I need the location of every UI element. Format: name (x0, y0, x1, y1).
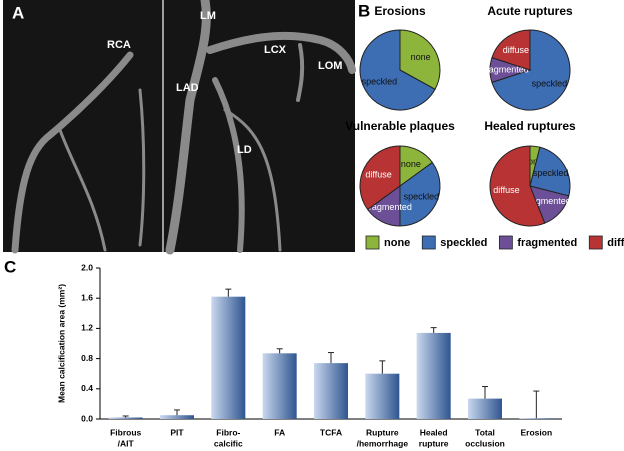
x-tick-label: calcific (214, 438, 243, 448)
vessel-label: LCX (264, 44, 287, 56)
x-tick-label: FA (274, 427, 285, 437)
pie-slice (399, 161, 441, 227)
x-tick-label: Healed (420, 427, 448, 437)
pie-slice (491, 29, 531, 71)
legend-swatch (588, 235, 603, 250)
bar (365, 373, 400, 419)
pie-title: Acute ruptures (487, 4, 573, 18)
slice-label: speckled (532, 78, 568, 88)
vessel-label: LAD (176, 82, 199, 94)
legend-label: diffuse (607, 237, 624, 249)
slice-label: fragmented (366, 202, 412, 212)
panel-a-image (3, 0, 356, 255)
legend-label: none (384, 237, 410, 249)
pie-slice (359, 145, 401, 211)
slice-label: speckled (533, 168, 569, 178)
y-axis-label: Mean calcification area (mm²) (56, 284, 66, 403)
bar (314, 363, 348, 419)
x-tick-label: /hemorrhage (357, 438, 409, 448)
legend-label: fragmented (517, 237, 577, 249)
x-tick-label: Rupture (366, 427, 399, 437)
x-tick-label: TCFA (320, 427, 342, 437)
bar (468, 398, 502, 419)
y-tick-label: 0.4 (81, 383, 93, 393)
legend-label: speckled (440, 237, 487, 249)
slice-label: speckled (404, 191, 440, 201)
legend-swatch (365, 235, 380, 250)
y-tick-label: 1.2 (81, 323, 93, 333)
x-tick-label: Fibrous (110, 427, 141, 437)
panel-letter: A (12, 3, 24, 22)
y-tick-label: 0.8 (81, 353, 93, 363)
slice-label: diffuse (503, 45, 529, 55)
pie-slice (359, 29, 436, 111)
vessel-label: LD (237, 144, 252, 156)
bar (160, 415, 194, 419)
y-tick-label: 1.6 (81, 292, 93, 302)
x-tick-label: Erosion (521, 427, 553, 437)
x-tick-label: Fibro- (216, 427, 240, 437)
bar (262, 353, 297, 419)
vessel-label: RCA (107, 39, 131, 51)
legend-swatch (498, 235, 513, 250)
slice-label: diffuse (365, 169, 391, 179)
pie-title: Vulnerable plaques (345, 119, 455, 133)
bar (519, 418, 554, 419)
slice-label: fragmented (525, 196, 571, 206)
pie-slice (399, 29, 441, 90)
slice-label: diffuse (493, 185, 519, 195)
x-tick-label: /AIT (118, 438, 135, 448)
x-tick-label: occlusion (465, 438, 505, 448)
slice-label: speckled (362, 77, 398, 87)
vessel-label: LOM (318, 60, 342, 72)
panel-letter: C (4, 257, 16, 276)
slice-label: fragmented (483, 64, 529, 74)
pie-title: Healed ruptures (484, 119, 576, 133)
slice-label: none (523, 157, 543, 167)
slice-label: none (411, 52, 431, 62)
pie-title: Erosions (374, 4, 426, 18)
panel-letter: B (358, 1, 370, 20)
slice-label: none (401, 159, 421, 169)
bar (108, 417, 143, 419)
pie-slice (529, 146, 571, 197)
legend-swatch (421, 235, 436, 250)
bar (416, 332, 451, 419)
y-tick-label: 0.0 (81, 413, 93, 423)
x-tick-label: PIT (170, 427, 184, 437)
x-tick-label: Total (475, 427, 495, 437)
x-tick-label: rupture (419, 438, 449, 448)
y-tick-label: 2.0 (81, 262, 93, 272)
bar (211, 296, 246, 419)
pie-slice (489, 145, 546, 227)
vessel-label: LM (200, 10, 216, 22)
